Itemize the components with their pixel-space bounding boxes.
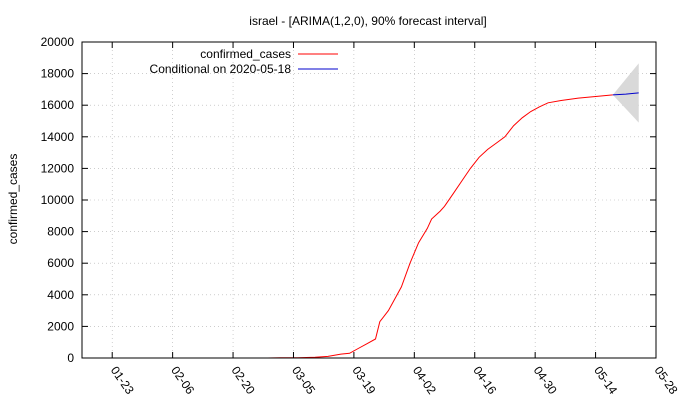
y-axis: 0 2000 4000 6000 8000 10000 12000 14000 16000 180… (41, 35, 656, 365)
y-tick-label: 2000 (47, 319, 74, 333)
y-tick-label: 20000 (41, 35, 75, 49)
chart-title: israel - [ARIMA(1,2,0), 90% forecast int… (249, 14, 486, 28)
y-tick-label: 10000 (41, 193, 75, 207)
legend-label-conditional: Conditional on 2020-05-18 (150, 62, 292, 76)
y-axis-label: confirmed_cases (6, 154, 20, 245)
x-tick-label: 04-30 (531, 364, 560, 397)
y-tick-label: 16000 (41, 98, 75, 112)
y-tick-label: 4000 (47, 288, 74, 302)
x-axis: 01-23 02-06 02-20 03-05 03-19 04-02 04-16 04-30… (108, 42, 680, 397)
x-tick-label: 01-23 (108, 364, 137, 397)
plot-frame (81, 41, 657, 359)
series-lines (267, 92, 639, 359)
y-tick-label: 0 (67, 351, 74, 365)
y-tick-label: 18000 (41, 67, 75, 81)
x-tick-label: 04-02 (410, 364, 439, 397)
y-tick-label: 6000 (47, 256, 74, 270)
x-tick-label: 02-06 (168, 364, 197, 397)
x-tick-label: 04-16 (470, 364, 499, 397)
x-tick-label: 02-20 (229, 364, 258, 397)
legend: confirmed_cases Conditional on 2020-05-1… (150, 47, 338, 76)
x-tick-label: 03-19 (349, 364, 378, 397)
y-tick-label: 12000 (41, 161, 75, 175)
series-line-conditional (612, 92, 639, 96)
forecast-interval (612, 63, 639, 123)
y-tick-label: 8000 (47, 225, 74, 239)
x-tick-label: 05-28 (652, 364, 680, 397)
x-tick-label: 05-14 (591, 364, 620, 397)
y-tick-label: 14000 (41, 130, 75, 144)
series-line-confirmed-cases (267, 94, 613, 359)
x-tick-label: 03-05 (289, 364, 318, 397)
forecast-interval-band (612, 63, 639, 123)
grid (82, 42, 656, 358)
legend-label-confirmed-cases: confirmed_cases (200, 47, 291, 61)
